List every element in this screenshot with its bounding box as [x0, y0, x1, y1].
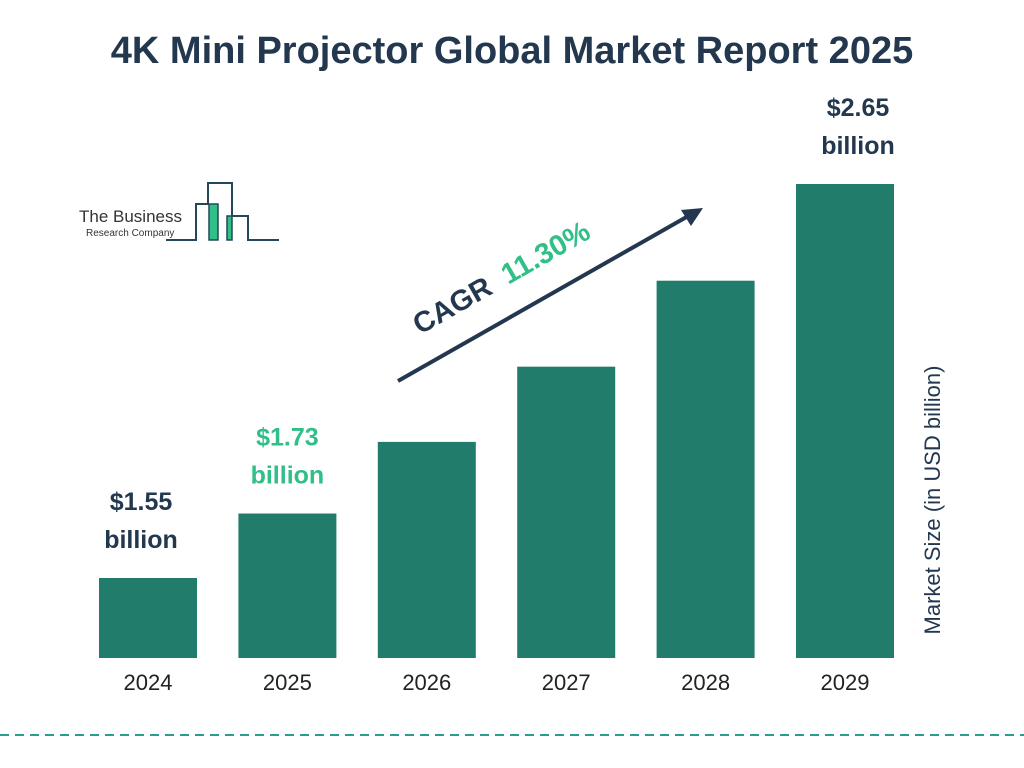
logo-bar-icon — [208, 203, 219, 241]
logo-skyline-icon — [166, 182, 279, 241]
x-tick-label: 2028 — [681, 670, 730, 695]
bar-2025 — [238, 513, 337, 658]
cagr-value: 11.30% — [496, 215, 596, 291]
y-axis-label: Market Size (in USD billion) — [920, 366, 945, 635]
data-label-value: $1.73 — [256, 424, 319, 452]
data-label-unit: billion — [251, 462, 325, 490]
logo: The Business Research Company — [79, 182, 279, 241]
x-tick-label: 2027 — [542, 670, 591, 695]
logo-bar-icon — [226, 215, 233, 241]
bar-2024 — [99, 578, 197, 658]
data-label-value: $2.65 — [827, 94, 890, 122]
bar-2029 — [796, 184, 894, 658]
bar-2028 — [656, 280, 755, 658]
x-tick-label: 2025 — [263, 670, 312, 695]
chart-title: 4K Mini Projector Global Market Report 2… — [110, 30, 914, 72]
data-label-unit: billion — [104, 526, 178, 554]
logo-line2: Research Company — [86, 228, 174, 239]
logo-line1: The Business — [79, 207, 182, 226]
arrow-head-icon — [681, 208, 703, 226]
bar-2026 — [377, 441, 476, 658]
data-label-unit: billion — [821, 132, 895, 160]
x-tick-label: 2024 — [124, 670, 173, 695]
bar-2027 — [517, 366, 616, 658]
x-tick-label: 2029 — [821, 670, 870, 695]
cagr-arrow — [397, 213, 691, 383]
x-tick-label: 2026 — [402, 670, 451, 695]
data-label-value: $1.55 — [110, 488, 173, 516]
